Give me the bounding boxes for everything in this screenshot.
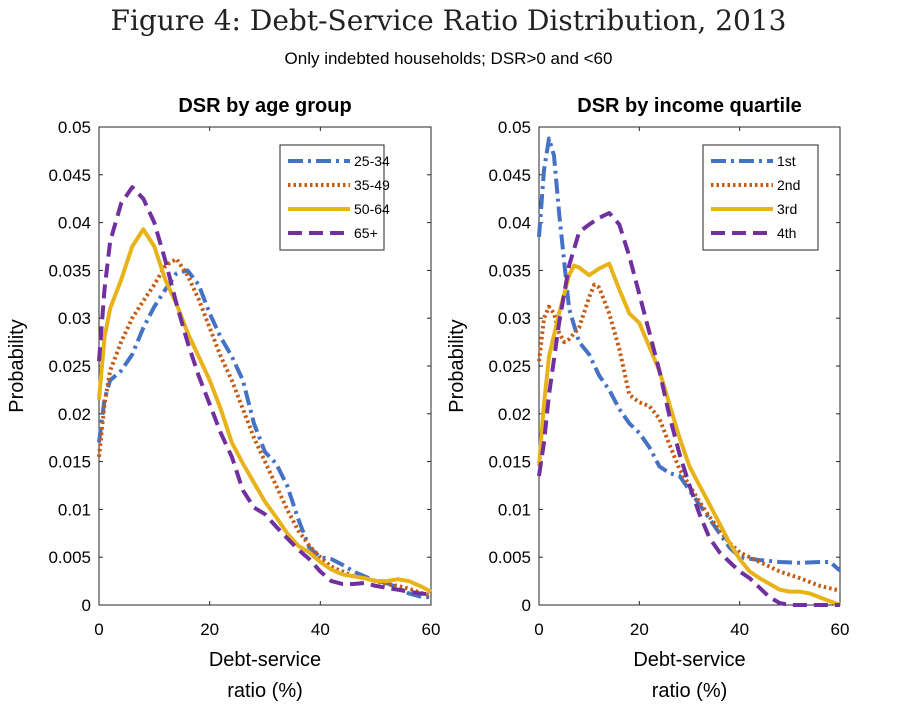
y-tick-label: 0.025 — [488, 357, 531, 376]
y-tick-label: 0.045 — [488, 166, 531, 185]
legend: 25-34 35-49 50-64 65+ — [279, 144, 390, 251]
y-tick-label: 0.02 — [498, 405, 531, 424]
x-tick-label: 20 — [200, 620, 219, 639]
legend-label: 4th — [777, 225, 796, 241]
x-tick-label: 60 — [422, 620, 441, 639]
y-tick-label: 0.04 — [498, 214, 531, 233]
y-tick-label: 0.025 — [48, 357, 91, 376]
y-tick-label: 0.05 — [498, 118, 531, 137]
y-tick-label: 0.035 — [488, 261, 531, 280]
legend-label: 50-64 — [354, 201, 390, 217]
series-line-50-64 — [97, 227, 432, 594]
x-tick-label: 0 — [534, 620, 543, 639]
y-tick-label: 0.035 — [48, 261, 91, 280]
series-line-65- — [97, 185, 432, 597]
series-line-25-34 — [97, 268, 432, 600]
x-axis-label: Debt-service — [209, 649, 321, 671]
y-axis-label: Probability — [446, 319, 468, 412]
y-tick-label: 0.04 — [58, 214, 91, 233]
figure-subtitle: Only indebted households; DSR>0 and <60 — [284, 49, 613, 68]
y-tick-label: 0.01 — [498, 500, 531, 519]
y-tick-label: 0 — [82, 596, 91, 615]
y-tick-label: 0.03 — [498, 309, 531, 328]
legend-label: 65+ — [354, 225, 378, 241]
y-tick-label: 0.005 — [488, 548, 531, 567]
series-line-35-49 — [97, 256, 432, 598]
chart-panel-1: DSR by age group 0 0.005 0.01 0.015 0.02 0.025… — [6, 95, 440, 702]
y-tick-label: 0.02 — [58, 405, 91, 424]
x-tick-label: 40 — [730, 620, 749, 639]
panel-title: DSR by age group — [178, 95, 351, 117]
x-tick-label: 60 — [831, 620, 850, 639]
legend-label: 1st — [777, 153, 796, 169]
y-tick-label: 0.05 — [58, 118, 91, 137]
y-tick-label: 0.03 — [58, 309, 91, 328]
chart-panel-2: DSR by income quartile 0 0.005 0.01 0.015 0.0… — [446, 95, 849, 702]
y-tick-label: 0.005 — [48, 548, 91, 567]
y-tick-label: 0.045 — [48, 166, 91, 185]
x-tick-label: 0 — [94, 620, 103, 639]
series-line-4th — [537, 211, 840, 607]
x-axis-label: ratio (%) — [227, 680, 303, 702]
series-line-2nd — [537, 282, 841, 593]
y-tick-label: 0.015 — [488, 453, 531, 472]
figure-title: Figure 4: Debt-Service Ratio Distributio… — [110, 4, 787, 37]
legend-label: 35-49 — [354, 177, 390, 193]
legend: 1st 2nd 3rd 4th — [702, 144, 819, 251]
legend-label: 25-34 — [354, 153, 390, 169]
x-tick-label: 40 — [311, 620, 330, 639]
y-tick-label: 0.015 — [48, 453, 91, 472]
series-line-3rd — [537, 261, 841, 607]
y-tick-label: 0 — [522, 596, 531, 615]
panel-title: DSR by income quartile — [577, 95, 802, 117]
legend-label: 3rd — [777, 201, 797, 217]
y-axis-label: Probability — [6, 319, 28, 412]
x-axis-label: ratio (%) — [652, 680, 728, 702]
x-axis-label: Debt-service — [633, 649, 745, 671]
series-line-1st — [537, 136, 842, 573]
y-tick-label: 0.01 — [58, 500, 91, 519]
x-tick-label: 20 — [630, 620, 649, 639]
legend-label: 2nd — [777, 177, 800, 193]
